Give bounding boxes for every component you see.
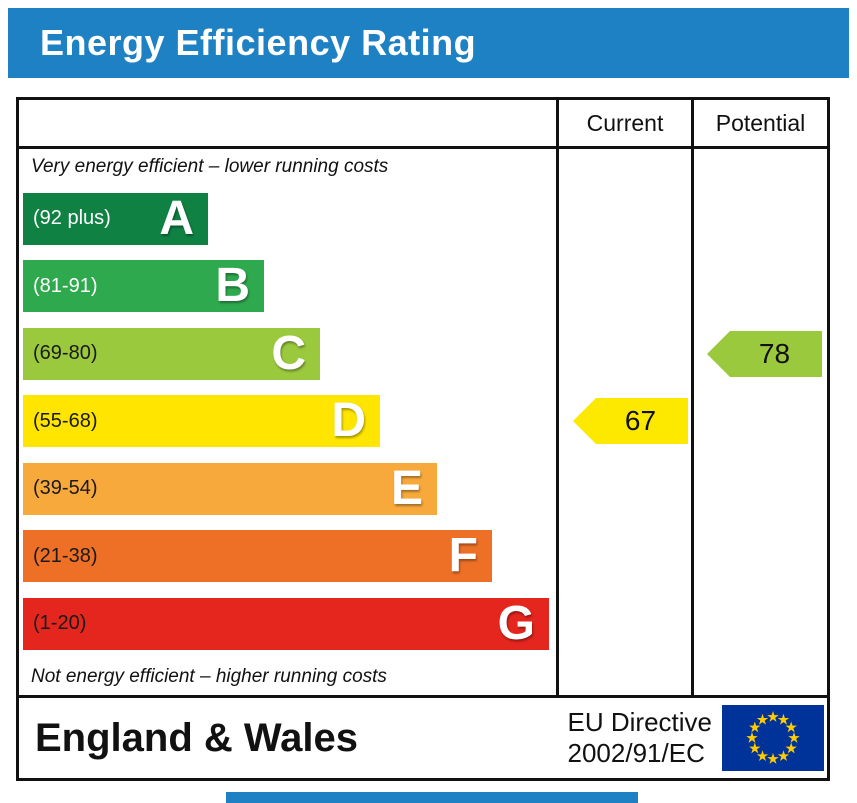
band-f-letter: F bbox=[448, 529, 478, 583]
band-a-range: (92 plus) bbox=[33, 207, 111, 230]
current-rating-arrow: 67 bbox=[573, 398, 688, 444]
eu-directive-line1: EU Directive bbox=[567, 707, 712, 738]
current-rating-value: 67 bbox=[624, 405, 657, 436]
band-c-bar: (69-80) C bbox=[23, 326, 320, 380]
next-section-strip bbox=[226, 792, 638, 803]
band-f-bar: (21-38) F bbox=[23, 529, 492, 583]
header-spacer-cell bbox=[19, 100, 556, 146]
band-row-e: (39-54) E bbox=[19, 455, 556, 523]
page-title: Energy Efficiency Rating bbox=[40, 22, 477, 63]
table-body: Very energy efficient – lower running co… bbox=[19, 149, 827, 695]
band-d-range: (55-68) bbox=[33, 409, 98, 432]
band-d-letter: D bbox=[331, 394, 366, 448]
band-b-letter: B bbox=[215, 259, 250, 313]
current-column-header: Current bbox=[556, 100, 691, 146]
region-label: England & Wales bbox=[35, 715, 359, 760]
band-d-bar: (55-68) D bbox=[23, 394, 380, 448]
band-row-g: (1-20) G bbox=[19, 590, 556, 658]
band-c-letter: C bbox=[271, 326, 306, 380]
band-c-range: (69-80) bbox=[33, 342, 98, 365]
eu-directive-line2: 2002/91/EC bbox=[567, 738, 705, 768]
table-header-row: Current Potential bbox=[19, 100, 827, 149]
table-footer-row: England & Wales EU Directive 2002/91/EC bbox=[19, 695, 827, 778]
potential-rating-value: 78 bbox=[758, 338, 791, 369]
potential-rating-arrow: 78 bbox=[707, 331, 822, 377]
top-note: Very energy efficient – lower running co… bbox=[31, 156, 389, 177]
band-g-letter: G bbox=[497, 596, 535, 650]
band-row-d: (55-68) D bbox=[19, 388, 556, 456]
band-b-range: (81-91) bbox=[33, 274, 98, 297]
band-list: (92 plus) A (81-91) B (69-80) C bbox=[19, 185, 556, 659]
band-f-range: (21-38) bbox=[33, 544, 98, 567]
eu-flag-icon bbox=[722, 705, 824, 771]
band-e-range: (39-54) bbox=[33, 477, 98, 500]
eu-directive-label: EU Directive 2002/91/EC bbox=[568, 707, 712, 768]
band-e-letter: E bbox=[390, 461, 423, 515]
bottom-note: Not energy efficient – higher running co… bbox=[31, 666, 387, 687]
band-row-c: (69-80) C bbox=[19, 320, 556, 388]
epc-chart: Current Potential Very energy efficient … bbox=[16, 97, 830, 781]
band-g-bar: (1-20) G bbox=[23, 596, 549, 650]
potential-column: 78 bbox=[691, 149, 827, 695]
bands-column: Very energy efficient – lower running co… bbox=[19, 149, 556, 695]
band-g-range: (1-20) bbox=[33, 612, 87, 635]
title-bar: Energy Efficiency Rating bbox=[8, 8, 849, 78]
band-row-a: (92 plus) A bbox=[19, 185, 556, 253]
band-e-bar: (39-54) E bbox=[23, 461, 437, 515]
band-b-bar: (81-91) B bbox=[23, 259, 264, 313]
band-row-b: (81-91) B bbox=[19, 253, 556, 321]
band-a-letter: A bbox=[159, 191, 194, 245]
potential-column-header: Potential bbox=[691, 100, 827, 146]
current-column: 67 bbox=[556, 149, 691, 695]
band-a-bar: (92 plus) A bbox=[23, 191, 208, 245]
band-row-f: (21-38) F bbox=[19, 523, 556, 591]
